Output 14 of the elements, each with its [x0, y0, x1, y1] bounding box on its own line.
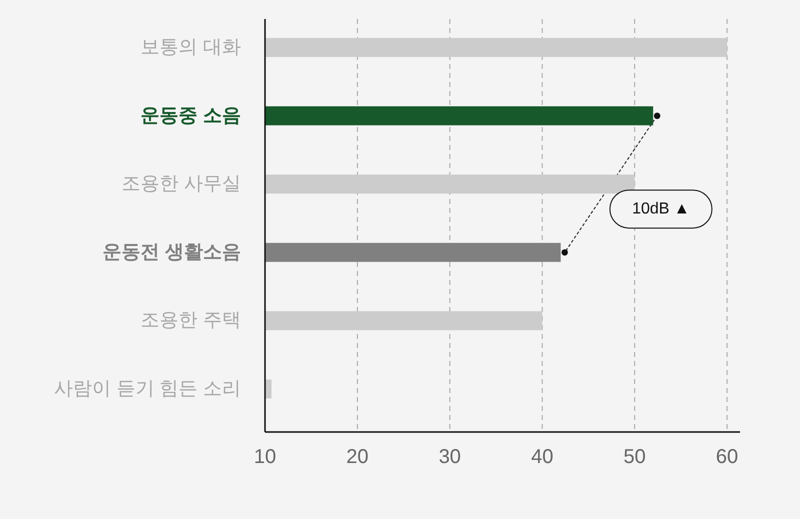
y-tick-label: 조용한 사무실 — [122, 174, 241, 195]
annotation: 10dB ▲ — [632, 200, 690, 218]
x-tick-label: 40 — [531, 446, 554, 468]
x-tick-label: 30 — [438, 446, 461, 468]
x-tick-label: 50 — [624, 446, 646, 468]
y-tick-label: 보통의 대화 — [140, 37, 241, 58]
x-tick-label: 20 — [346, 446, 369, 468]
y-tick-label: 운동전 생활소음 — [102, 242, 241, 263]
y-tick-label: 조용한 주택 — [140, 310, 241, 332]
y-tick-label: 사람이 듣기 힘든 소리 — [54, 378, 241, 400]
x-tick-label: 10 — [254, 446, 276, 468]
x-tick-label: 60 — [716, 446, 738, 468]
annotation-pill: 10dB ▲ — [609, 190, 712, 229]
y-tick-label: 운동중 소음 — [140, 105, 241, 126]
